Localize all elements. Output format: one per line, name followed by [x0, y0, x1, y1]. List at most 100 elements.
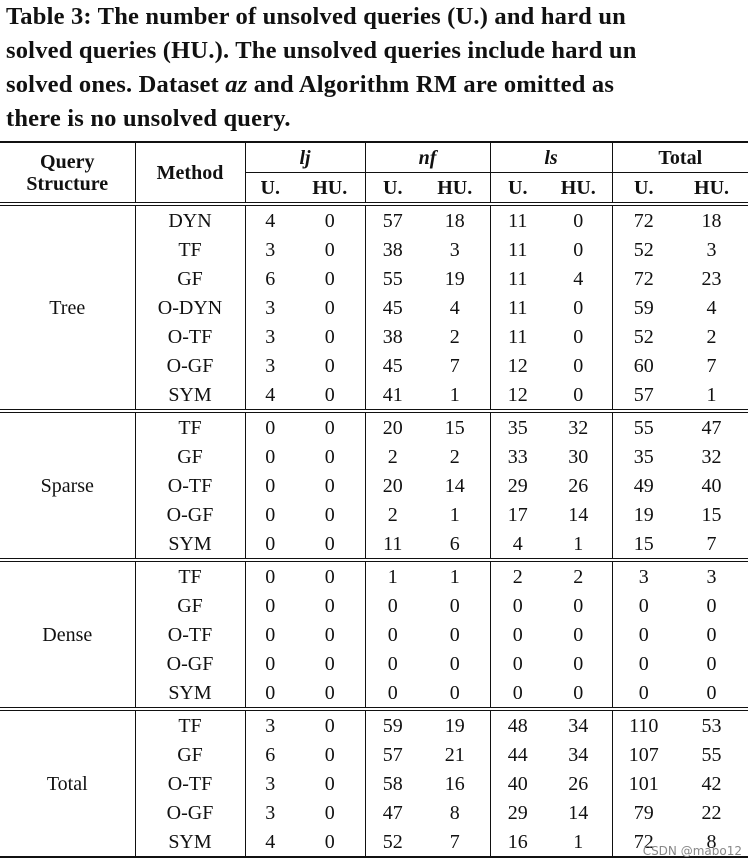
data-row: Total TF 3 0 59 19 48 34 110 53 — [0, 707, 748, 858]
cell-value: 29 — [507, 474, 528, 497]
caption-text: az — [225, 71, 248, 98]
cell-value: 40 — [701, 474, 722, 497]
cell-value: 0 — [420, 591, 491, 620]
caption: Table 3: The number of unsolved queries … — [6, 0, 748, 136]
data-row: TF 3 0 38 3 11 0 52 3 — [0, 235, 748, 264]
dataset-header: Total — [612, 141, 748, 173]
data-row: Dense TF 0 0 1 1 2 2 3 3 — [0, 558, 748, 709]
cell-value: 1 — [420, 380, 491, 411]
caption-text: solved queries (HU.). The unsolved queri… — [6, 37, 637, 64]
cell-value: 0 — [545, 649, 613, 678]
cell-value: 34 — [545, 707, 613, 740]
cell-value: 3 — [265, 354, 276, 377]
cell-value: 14 — [545, 798, 613, 827]
cell-value: 0 — [545, 678, 613, 709]
cell-value: 18 — [701, 209, 722, 232]
cell-value: 0 — [387, 594, 398, 617]
group-name: Sparse — [0, 409, 136, 560]
cell-value: 4 — [512, 532, 523, 555]
cell-value: 20 — [365, 409, 420, 442]
cell-value: 7 — [706, 532, 717, 555]
data-row: SYM 4 0 52 7 16 1 72 8 — [0, 827, 748, 858]
cell-value: 3 — [265, 296, 276, 319]
cell-value: 48 — [490, 707, 546, 740]
cell-value: 32 — [545, 409, 613, 442]
sub-header: U. — [612, 172, 676, 206]
cell-value: 19 — [420, 264, 491, 293]
method: O-GF — [135, 500, 246, 529]
cell-value: 2 — [387, 503, 398, 526]
cell-value: 47 — [675, 409, 748, 442]
data-row: O-GF 3 0 47 8 29 14 79 22 — [0, 798, 748, 827]
cell-value: 3 — [706, 238, 717, 261]
data-row: O-TF 0 0 0 0 0 0 0 0 — [0, 620, 748, 649]
sub-header: U. — [365, 172, 420, 206]
cell-value: 44 — [507, 743, 528, 766]
cell-value: 2 — [490, 558, 546, 591]
cell-value: 0 — [638, 594, 649, 617]
cell-value: 0 — [265, 681, 276, 704]
caption-line: Table 3: The number of unsolved queries … — [6, 0, 748, 34]
header-row: U. HU. U. HU. U. HU. U. HU. — [0, 172, 748, 206]
caption-text: and Algorithm RM are omitted as — [247, 71, 615, 98]
cell-value: 4 — [265, 383, 276, 406]
cell-value: 0 — [295, 500, 366, 529]
cell-value: 1 — [545, 529, 613, 560]
dataset-header: lj — [245, 141, 366, 173]
cell-value: 1 — [420, 500, 491, 529]
method: O-TF — [135, 322, 246, 351]
cell-value: 0 — [545, 204, 613, 235]
group-name: Dense — [0, 558, 136, 709]
cell-value: 15 — [633, 532, 654, 555]
cell-value: 0 — [245, 558, 295, 591]
cell-value: 72 — [612, 827, 676, 858]
data-row: O-GF 3 0 45 7 12 0 60 7 — [0, 351, 748, 380]
data-row: O-TF 3 0 38 2 11 0 52 2 — [0, 322, 748, 351]
cell-value: 60 — [633, 354, 654, 377]
method: SYM — [135, 380, 246, 411]
cell-value: 34 — [545, 740, 613, 769]
data-row: O-TF 3 0 58 16 40 26 101 42 — [0, 769, 748, 798]
cell-value: 19 — [420, 707, 491, 740]
cell-value: 0 — [295, 529, 366, 560]
cell-value: 110 — [612, 707, 676, 740]
cell-value: 14 — [545, 500, 613, 529]
cell-value: 0 — [545, 591, 613, 620]
cell-value: 30 — [545, 442, 613, 471]
cell-value: 0 — [706, 652, 717, 675]
cell-value: 26 — [545, 769, 613, 798]
sub-header: HU. — [295, 172, 366, 206]
caption-line: solved ones. Dataset az and Algorithm RM… — [6, 68, 748, 102]
cell-value: 2 — [420, 442, 491, 471]
cell-value: 18 — [420, 204, 491, 235]
cell-value: 45 — [382, 296, 403, 319]
cell-value: 16 — [420, 769, 491, 798]
method-header: Method — [135, 141, 246, 206]
cell-value: 0 — [512, 681, 523, 704]
cell-value: 22 — [701, 801, 722, 824]
method: DYN — [135, 204, 246, 235]
cell-value: 0 — [295, 769, 366, 798]
data-row: O-GF 0 0 2 1 17 14 19 15 — [0, 500, 748, 529]
method: SYM — [135, 529, 246, 560]
cell-value: 16 — [490, 827, 546, 858]
cell-value: 4 — [706, 296, 717, 319]
method: SYM — [135, 678, 246, 709]
data-row: GF 6 0 55 19 11 4 72 23 — [0, 264, 748, 293]
cell-value: 0 — [245, 409, 295, 442]
group-name: Total — [0, 707, 136, 858]
cell-value: 4 — [245, 827, 295, 858]
cell-value: 12 — [507, 383, 528, 406]
group-name: Tree — [0, 204, 136, 411]
method: GF — [135, 442, 246, 471]
cell-value: 0 — [265, 474, 276, 497]
cell-value: 40 — [507, 772, 528, 795]
results-table: Query Structure Method lj nf ls Total U. HU. U. H… — [0, 141, 748, 858]
cell-value: 0 — [387, 623, 398, 646]
cell-value: 11 — [508, 267, 528, 290]
data-row: GF 6 0 57 21 44 34 107 55 — [0, 740, 748, 769]
cell-value: 0 — [295, 558, 366, 591]
cell-value: 38 — [382, 325, 403, 348]
cell-value: 1 — [365, 558, 420, 591]
cell-value: 0 — [420, 678, 491, 709]
